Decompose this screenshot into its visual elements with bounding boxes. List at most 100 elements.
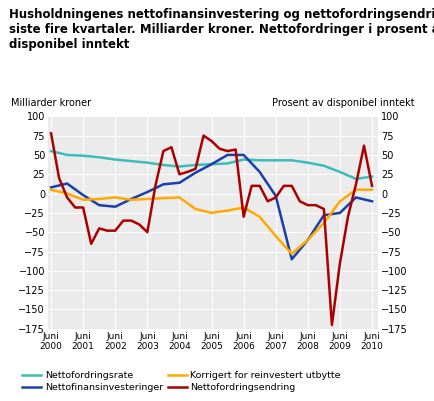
Nettofordringsendring	[352, 182, 358, 187]
Nettofinansinvesteringer	[64, 181, 69, 186]
Nettofordringsendring	[89, 241, 94, 246]
Nettofordringsendring	[256, 183, 262, 188]
Nettofordringsendring	[105, 228, 110, 233]
Nettofordringsendring	[264, 199, 270, 204]
Korrigert for reinvestert utbytte	[161, 196, 166, 200]
Nettofinansinvesteringer	[273, 194, 278, 198]
Nettofordringsendring	[224, 149, 230, 154]
Nettofinansinvesteringer	[112, 204, 118, 209]
Nettofordringsendring	[361, 143, 366, 148]
Nettofordringsrate	[112, 157, 118, 162]
Nettofordringsendring	[64, 195, 69, 200]
Nettofordringsendring	[329, 322, 334, 327]
Nettofordringsendring	[56, 176, 62, 180]
Nettofordringsendring	[161, 149, 166, 154]
Nettofinansinvesteringer	[256, 170, 262, 174]
Korrigert for reinvestert utbytte	[368, 187, 374, 192]
Nettofordringsendring	[312, 203, 318, 208]
Nettofordringsrate	[177, 164, 182, 169]
Nettofordringsendring	[217, 146, 222, 151]
Korrigert for reinvestert utbytte	[80, 197, 85, 202]
Korrigert for reinvestert utbytte	[96, 196, 102, 201]
Nettofordringsrate	[161, 162, 166, 167]
Nettofordringsendring	[336, 261, 342, 265]
Korrigert for reinvestert utbytte	[240, 205, 246, 210]
Nettofinansinvesteringer	[161, 182, 166, 187]
Text: Milliarder kroner: Milliarder kroner	[11, 98, 92, 108]
Korrigert for reinvestert utbytte	[48, 187, 53, 192]
Korrigert for reinvestert utbytte	[352, 187, 358, 192]
Nettofinansinvesteringer	[128, 196, 134, 201]
Text: Prosent av disponibel inntekt: Prosent av disponibel inntekt	[272, 98, 414, 108]
Nettofordringsrate	[256, 158, 262, 163]
Nettofinansinvesteringer	[368, 199, 374, 204]
Nettofinansinvesteringer	[192, 170, 197, 175]
Korrigert for reinvestert utbytte	[336, 199, 342, 204]
Nettofordringsendring	[345, 215, 350, 219]
Korrigert for reinvestert utbytte	[321, 221, 326, 225]
Nettofordringsrate	[224, 161, 230, 166]
Korrigert for reinvestert utbytte	[208, 211, 214, 215]
Nettofordringsrate	[128, 159, 134, 164]
Korrigert for reinvestert utbytte	[128, 197, 134, 202]
Nettofordringsendring	[72, 205, 78, 210]
Nettofordringsendring	[120, 218, 125, 223]
Nettofinansinvesteringer	[48, 185, 53, 190]
Korrigert for reinvestert utbytte	[64, 191, 69, 196]
Nettofordringsrate	[273, 158, 278, 163]
Korrigert for reinvestert utbytte	[192, 207, 197, 211]
Nettofinansinvesteringer	[352, 195, 358, 200]
Nettofordringsrate	[80, 153, 85, 158]
Nettofordringsendring	[296, 199, 302, 204]
Nettofordringsendring	[136, 222, 141, 227]
Nettofordringsendring	[273, 195, 278, 200]
Nettofordringsrate	[336, 170, 342, 174]
Nettofinansinvesteringer	[177, 180, 182, 185]
Nettofinansinvesteringer	[224, 152, 230, 157]
Korrigert for reinvestert utbytte	[273, 234, 278, 239]
Nettofordringsrate	[240, 157, 246, 162]
Line: Korrigert for reinvestert utbytte: Korrigert for reinvestert utbytte	[51, 190, 371, 254]
Nettofordringsendring	[128, 218, 134, 223]
Line: Nettofinansinvesteringer: Nettofinansinvesteringer	[51, 155, 371, 259]
Korrigert for reinvestert utbytte	[177, 195, 182, 200]
Nettofordringsrate	[368, 174, 374, 179]
Nettofordringsendring	[96, 226, 102, 231]
Nettofinansinvesteringer	[321, 213, 326, 218]
Korrigert for reinvestert utbytte	[145, 196, 150, 201]
Nettofordringsendring	[152, 183, 158, 188]
Nettofordringsrate	[96, 155, 102, 160]
Nettofordringsrate	[352, 176, 358, 181]
Text: Husholdningenes nettofinansinvestering og nettofordringsendring
siste fire kvart: Husholdningenes nettofinansinvestering o…	[9, 8, 434, 51]
Line: Nettofordringsrate: Nettofordringsrate	[51, 151, 371, 179]
Nettofinansinvesteringer	[208, 162, 214, 166]
Nettofordringsrate	[48, 149, 53, 154]
Nettofordringsendring	[249, 183, 254, 188]
Nettofordringsrate	[321, 163, 326, 168]
Korrigert for reinvestert utbytte	[289, 251, 294, 256]
Nettofinansinvesteringer	[145, 190, 150, 194]
Nettofordringsrate	[64, 152, 69, 157]
Nettofordringsrate	[208, 162, 214, 166]
Nettofordringsrate	[305, 160, 310, 165]
Nettofinansinvesteringer	[305, 237, 310, 242]
Nettofinansinvesteringer	[96, 203, 102, 208]
Nettofordringsendring	[168, 145, 174, 150]
Nettofordringsendring	[201, 133, 206, 138]
Nettofordringsrate	[192, 162, 197, 167]
Nettofordringsrate	[145, 160, 150, 165]
Nettofordringsendring	[80, 205, 85, 210]
Nettofordringsrate	[289, 158, 294, 163]
Nettofordringsendring	[184, 170, 190, 174]
Nettofordringsendring	[208, 139, 214, 144]
Legend: Nettofordringsrate, Nettofinansinvesteringer, Korrigert for reinvestert utbytte,: Nettofordringsrate, Nettofinansinvesteri…	[22, 371, 340, 392]
Nettofordringsendring	[233, 147, 238, 152]
Nettofordringsendring	[305, 203, 310, 208]
Nettofordringsendring	[48, 131, 53, 136]
Nettofordringsendring	[240, 215, 246, 219]
Nettofinansinvesteringer	[289, 257, 294, 262]
Nettofordringsendring	[368, 183, 374, 188]
Nettofinansinvesteringer	[336, 211, 342, 215]
Korrigert for reinvestert utbytte	[256, 215, 262, 219]
Nettofordringsendring	[177, 172, 182, 177]
